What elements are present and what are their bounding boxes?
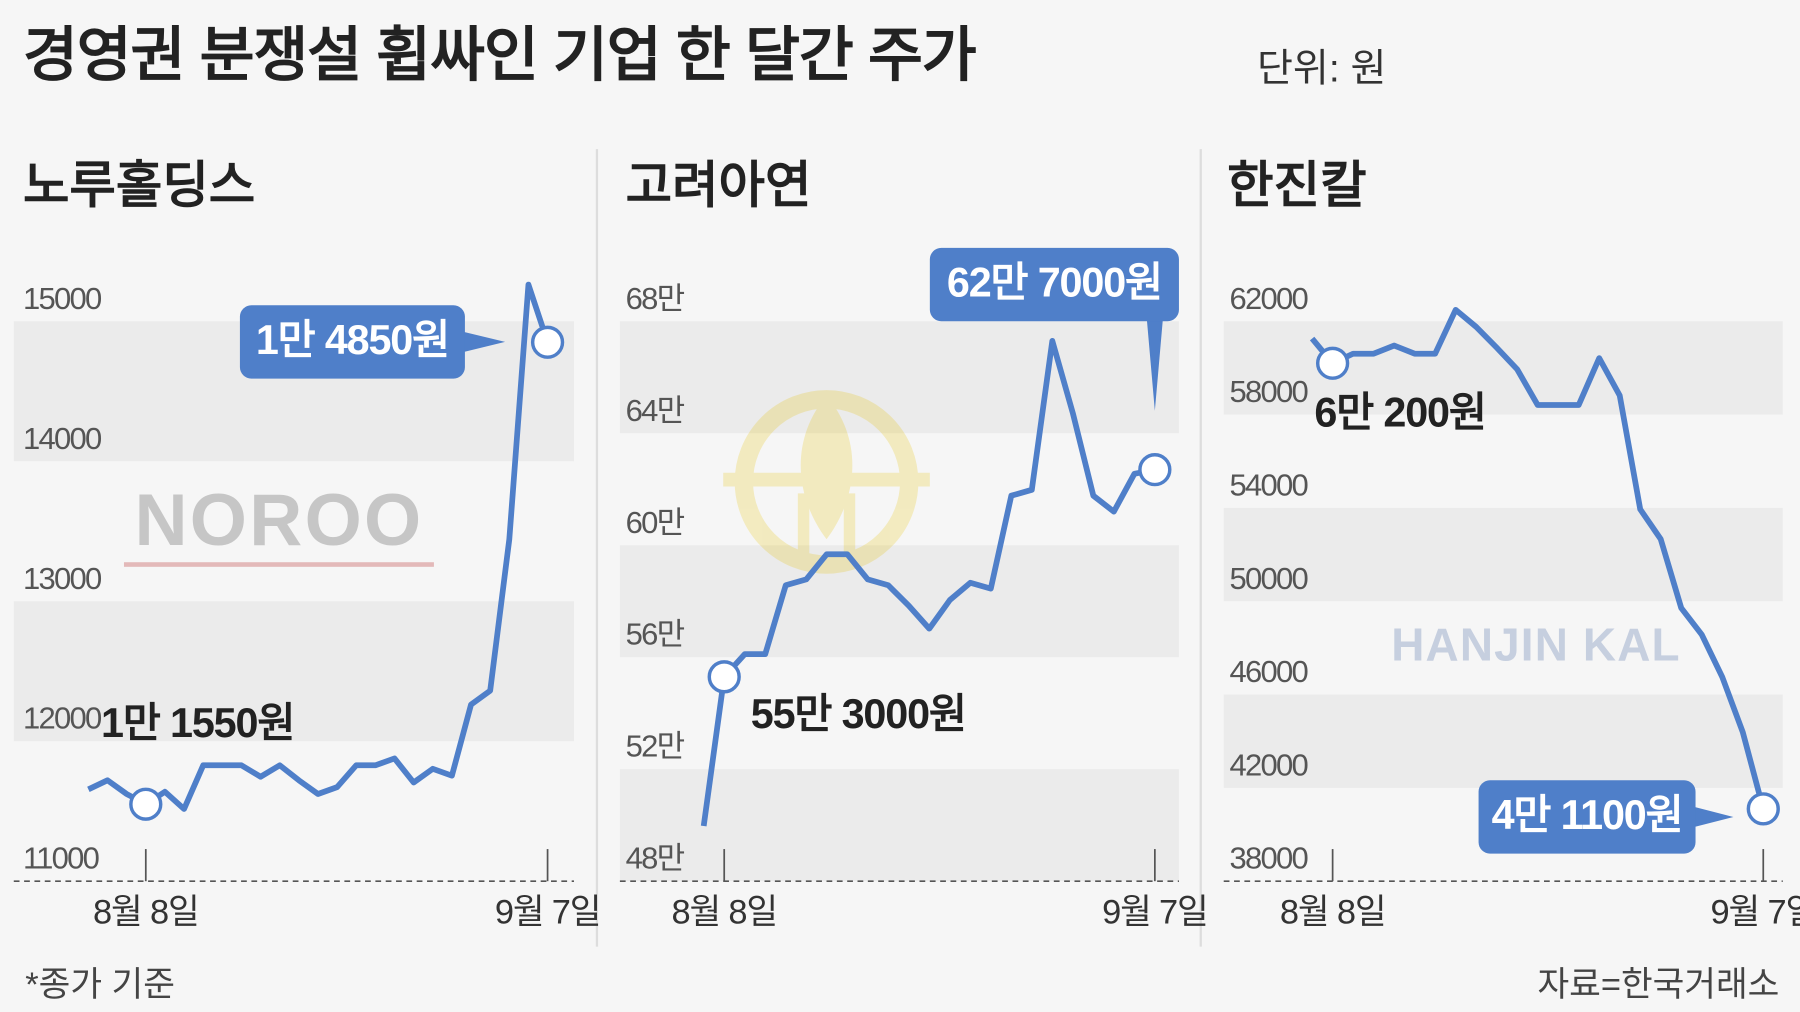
y-tick-label: 52만 [626,729,685,764]
x-tick-label: 9월 7일 [1102,894,1207,932]
y-tick-label: 60만 [626,505,685,540]
watermark: NOROO [134,479,423,561]
zinc-logo [723,390,930,574]
chart-title: 노루홀딩스 [23,157,255,214]
grid-band [1223,507,1783,602]
chart-title: 고려아연 [626,157,812,214]
label-pointer [1146,318,1163,411]
grid-band [619,321,1179,434]
label-box [239,305,465,379]
x-tick-label: 9월 7일 [495,894,600,932]
value-label: 1만 1550원 [101,700,294,746]
y-tick-label: 56만 [626,617,685,652]
grid-band [619,769,1179,882]
grid-band [619,545,1179,658]
grid-band [13,601,574,742]
value-label: 55만 3000원 [751,691,966,737]
value-label: 4만 1100원 [1492,792,1683,838]
source: 자료=한국거래소 [1537,966,1779,1004]
point-marker [707,660,741,694]
point-marker [1138,453,1172,487]
point-marker [530,325,565,359]
y-tick-label: 14000 [23,421,102,456]
label-pointer [462,331,506,353]
y-tick-label: 62000 [1229,281,1308,316]
y-tick-label: 12000 [23,701,102,736]
y-tick-label: 13000 [23,561,102,596]
price-line [700,337,1156,827]
label-box [1478,780,1696,854]
point-marker [1746,792,1780,826]
y-tick-label: 11000 [23,841,100,876]
point-marker [1315,346,1350,380]
value-label: 6만 200원 [1314,389,1485,435]
y-tick-label: 50000 [1229,561,1308,596]
y-tick-label: 38000 [1229,841,1308,876]
watermark-line [123,562,434,567]
value-label: 1만 4850원 [256,317,449,363]
y-tick-label: 58000 [1229,374,1308,409]
y-tick-label: 48만 [626,841,685,876]
footnote: *종가 기준 [25,966,175,1004]
x-tick-label: 9월 7일 [1711,894,1800,932]
x-tick-label: 8월 8일 [671,894,776,932]
y-tick-label: 54000 [1229,467,1308,502]
y-tick-label: 15000 [23,281,102,316]
y-tick-label: 46000 [1229,654,1308,689]
grid-band [1223,694,1783,788]
y-tick-label: 42000 [1229,747,1308,782]
value-label: 62만 7000원 [947,260,1162,306]
x-tick-label: 8월 8일 [93,894,198,932]
grid-band [1223,321,1783,415]
title: 경영권 분쟁설 휩싸인 기업 한 달간 주가 [23,21,976,88]
label-box [929,247,1179,322]
chart-title: 한진칼 [1227,157,1366,214]
x-tick-label: 8월 8일 [1280,894,1385,932]
point-marker [129,787,163,821]
unit: 단위: 원 [1257,47,1386,90]
y-tick-label: 68만 [626,281,685,316]
label-pointer [1693,806,1734,828]
price-line [1309,306,1767,810]
price-line [87,281,551,812]
y-tick-label: 64만 [626,393,685,428]
watermark: HANJIN KAL [1391,618,1680,670]
